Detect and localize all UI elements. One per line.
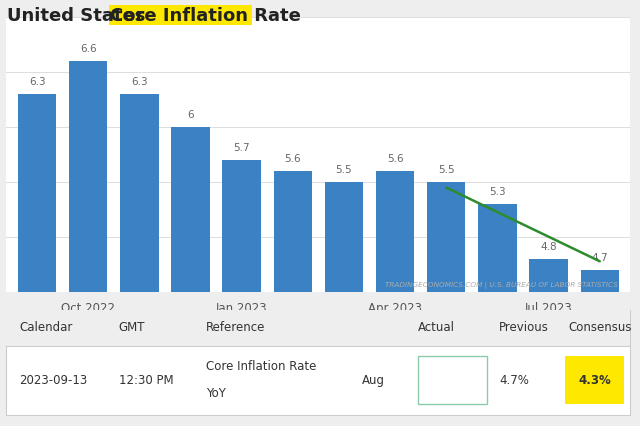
Bar (376, 171, 414, 426)
Text: 6.3: 6.3 (131, 78, 148, 87)
Text: 5.6: 5.6 (387, 155, 403, 164)
Bar (427, 182, 465, 426)
Bar (120, 94, 159, 426)
Text: 4.8: 4.8 (540, 242, 557, 253)
Bar (18, 94, 56, 426)
Text: 4.3%: 4.3% (579, 374, 611, 386)
Bar (6, 310, 630, 346)
Text: 6.3: 6.3 (29, 78, 45, 87)
Text: Calendar: Calendar (19, 321, 72, 334)
Bar (565, 356, 624, 404)
Text: 5.5: 5.5 (335, 165, 352, 176)
Text: Reference: Reference (206, 321, 266, 334)
Text: 2023-09-13: 2023-09-13 (19, 374, 87, 386)
Bar (529, 259, 568, 426)
Text: 4.7: 4.7 (591, 253, 608, 263)
Text: 6: 6 (188, 110, 194, 121)
Text: Core Inflation Rate: Core Inflation Rate (206, 360, 316, 373)
Text: Previous: Previous (499, 321, 549, 334)
Bar (109, 5, 252, 25)
Text: 5.5: 5.5 (438, 165, 454, 176)
Text: 5.6: 5.6 (285, 155, 301, 164)
Bar (274, 171, 312, 426)
Bar (324, 182, 363, 426)
Bar (419, 356, 487, 404)
Text: Core Inflation Rate: Core Inflation Rate (110, 7, 301, 25)
Text: 4.7%: 4.7% (499, 374, 529, 386)
Text: United States: United States (7, 7, 152, 25)
Text: YoY: YoY (206, 387, 226, 400)
Text: 12:30 PM: 12:30 PM (119, 374, 173, 386)
Text: Actual: Actual (419, 321, 455, 334)
Text: Consensus: Consensus (568, 321, 632, 334)
Bar (223, 160, 261, 426)
Bar (580, 270, 619, 426)
Text: 5.7: 5.7 (234, 144, 250, 153)
Text: 6.6: 6.6 (80, 44, 97, 55)
Text: GMT: GMT (119, 321, 145, 334)
Text: TRADINGECONOMICS.COM | U.S. BUREAU OF LABOR STATISTICS: TRADINGECONOMICS.COM | U.S. BUREAU OF LA… (385, 282, 618, 289)
Bar (69, 61, 108, 426)
Bar (172, 127, 210, 426)
Text: Aug: Aug (362, 374, 385, 386)
Text: 5.3: 5.3 (489, 187, 506, 198)
Bar (478, 204, 516, 426)
